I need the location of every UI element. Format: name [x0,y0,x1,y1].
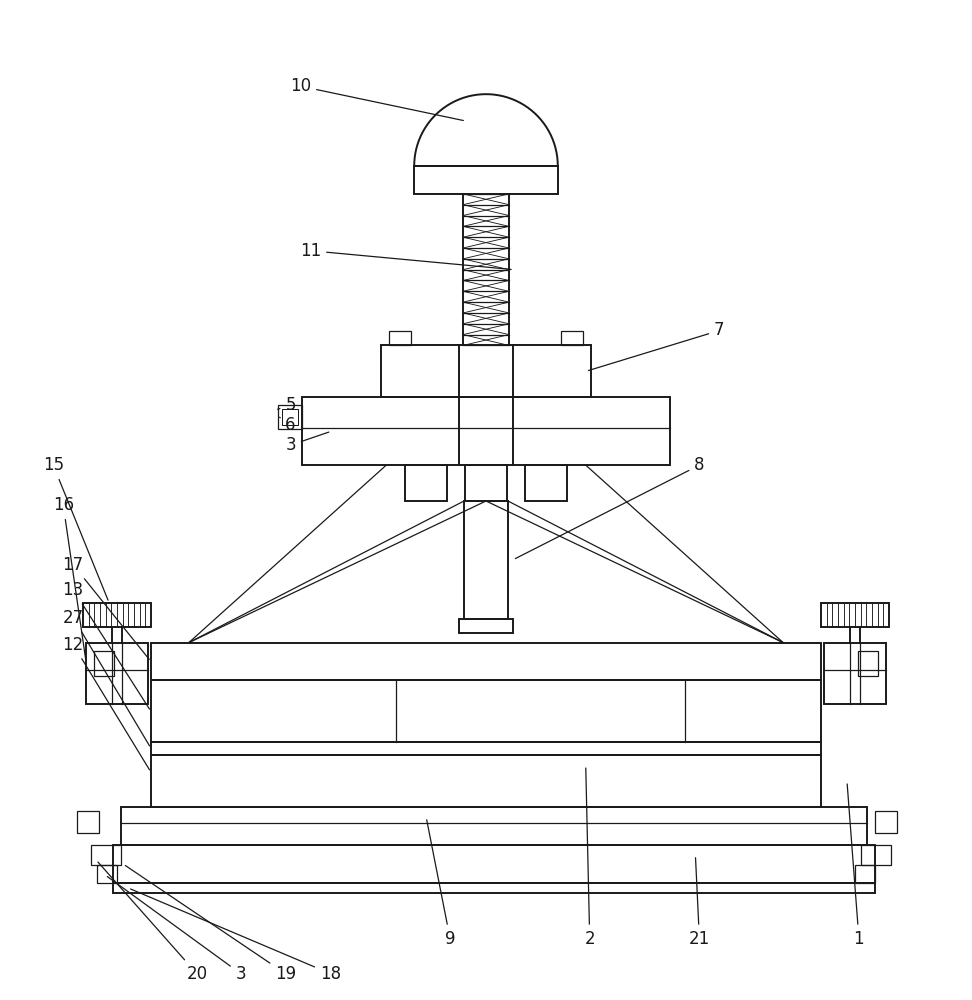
Bar [381,345,591,397]
Bar [151,680,821,742]
Text: 10: 10 [290,77,464,121]
Bar [151,643,821,680]
Text: 7: 7 [588,321,724,371]
Text: 12: 12 [62,636,150,770]
Bar [414,166,558,194]
Text: 15: 15 [43,456,108,600]
Bar [525,465,567,501]
Bar [459,619,513,633]
Bar [77,811,99,833]
Text: 8: 8 [515,456,705,559]
Bar [389,331,411,345]
Text: 17: 17 [62,556,150,659]
Text: 3: 3 [107,877,246,983]
Text: 27: 27 [62,609,150,746]
Text: 2: 2 [584,768,595,948]
Bar [278,405,301,429]
Bar [855,865,875,883]
Text: 13: 13 [62,581,150,709]
Bar [824,643,885,704]
Text: 6: 6 [280,416,295,434]
Text: 11: 11 [300,242,511,269]
Bar [561,331,583,345]
Bar [405,465,447,501]
Text: 5: 5 [278,396,295,414]
Text: 18: 18 [130,889,341,983]
Bar [113,883,875,893]
Text: 9: 9 [427,820,455,948]
Bar [97,865,117,883]
Bar [465,465,507,501]
Bar [87,643,148,704]
Bar [122,807,867,845]
Text: 20: 20 [98,862,207,983]
Text: 19: 19 [125,866,296,983]
Text: 3: 3 [285,432,329,454]
Bar [151,755,821,807]
Bar [464,501,508,619]
Text: 16: 16 [52,496,86,660]
Bar [94,651,114,676]
Bar [821,603,888,627]
Bar [84,603,151,627]
Bar [282,409,297,425]
Bar [858,651,878,676]
Bar [91,845,122,865]
Text: 1: 1 [848,784,864,948]
Text: 21: 21 [689,858,710,948]
Bar [861,845,891,865]
Bar [301,397,671,465]
Bar [151,742,821,755]
Bar [875,811,897,833]
Bar [113,845,875,883]
